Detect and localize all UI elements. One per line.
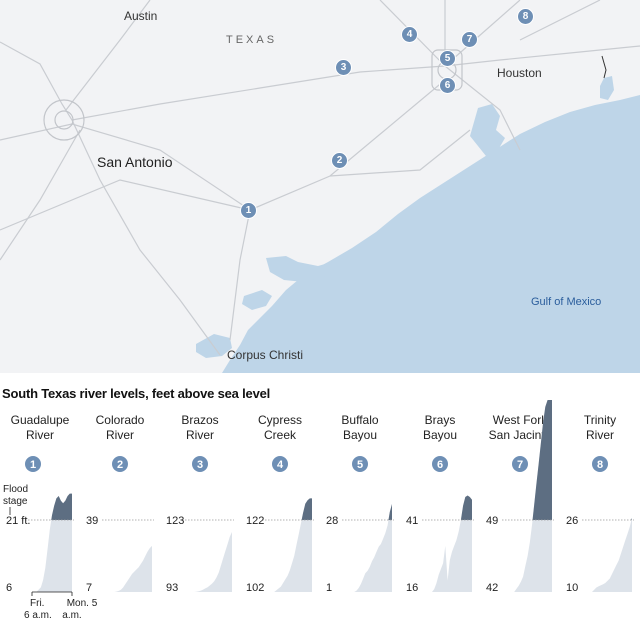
gauge-name-line-1: Buffalo — [341, 413, 378, 427]
map-state-label: TEXAS — [226, 34, 278, 46]
map-gauge-badge-3: 3 — [335, 59, 352, 76]
san-antonio-bay — [242, 290, 272, 310]
y-min-label: 6 — [6, 582, 12, 594]
above-flood-area — [51, 493, 72, 520]
gauge-name-line-2: River — [106, 428, 134, 442]
gauge-name-line-2: River — [586, 428, 614, 442]
gauge-badge-number: 5 — [357, 459, 363, 471]
gulf-water — [222, 95, 640, 373]
gauge-name-line-2: River — [186, 428, 214, 442]
gauge-badge-number: 6 — [437, 459, 443, 471]
gauge-name-line-1: Guadalupe — [11, 413, 70, 427]
highway-network — [0, 0, 640, 356]
gauge-name-line-2: Bayou — [343, 428, 377, 442]
flood-stage-label: 39 — [86, 515, 98, 527]
gauge-name-line-2: Creek — [264, 428, 297, 442]
gauge-badge-circle — [352, 456, 368, 472]
gauge-name-line-1: Brazos — [181, 413, 218, 427]
chart-title: South Texas river levels, feet above sea… — [2, 386, 271, 401]
flood-stage-label: 21 ft. — [6, 515, 30, 527]
map-gauge-badge-4: 4 — [401, 26, 418, 43]
river-level-area — [592, 517, 632, 592]
gauge-badge-number: 7 — [517, 459, 523, 471]
gauge-badge-circle — [592, 456, 608, 472]
above-flood-area — [460, 495, 472, 520]
gauge-badge-circle — [432, 456, 448, 472]
above-flood-area — [631, 517, 632, 520]
gauge-name-line-2: River — [26, 428, 54, 442]
gauge-badge-number: 4 — [277, 459, 284, 471]
y-min-label: 1 — [326, 582, 332, 594]
map-gauge-badge-1: 1 — [240, 202, 257, 219]
gauge-name-line-2: San Jacinto — [489, 428, 552, 442]
map-gauge-badge-5: 5 — [439, 50, 456, 67]
texas-coast-map — [0, 0, 640, 373]
matagorda-bay — [266, 256, 340, 282]
gauge-name-line-1: West Fork — [493, 413, 548, 427]
flood-stage-label: 26 — [566, 515, 578, 527]
y-min-label: 10 — [566, 582, 578, 594]
map-city-san-antonio: San Antonio — [97, 154, 173, 170]
x-axis-end-label-line-2: a.m. — [62, 610, 81, 621]
map-gauge-badge-7: 7 — [461, 31, 478, 48]
gauge-badge-number: 1 — [30, 459, 36, 471]
map-gauge-badge-2: 2 — [331, 152, 348, 169]
map-gauge-badge-8: 8 — [517, 8, 534, 25]
x-axis-start-label-line-1: Fri. — [30, 598, 44, 609]
map-city-austin: Austin — [124, 9, 158, 23]
y-min-label: 42 — [486, 582, 498, 594]
gauge-badge-number: 2 — [117, 459, 123, 471]
x-axis-end-label-line-1: Mon. 5 — [67, 598, 98, 609]
river-level-area — [352, 504, 392, 592]
gauge-badge-number: 8 — [597, 459, 603, 471]
x-axis-start-label-line-2: 6 a.m. — [24, 610, 52, 621]
gauge-name-line-1: Colorado — [96, 413, 145, 427]
state-border — [601, 55, 607, 79]
flood-stage-label: 123 — [166, 515, 184, 527]
y-min-label: 16 — [406, 582, 418, 594]
y-min-label: 102 — [246, 582, 264, 594]
map-water-label: Gulf of Mexico — [531, 296, 602, 308]
above-flood-area — [301, 498, 312, 520]
flood-stage-annotation-line-1: Flood — [3, 484, 28, 495]
river-level-area — [272, 498, 312, 592]
flood-stage-annotation-line-2: stage — [3, 496, 28, 507]
flood-stage-label: 122 — [246, 515, 264, 527]
gauge-name-line-1: Trinity — [584, 413, 616, 427]
gauge-badge-number: 3 — [197, 459, 203, 471]
gauge-badge-circle — [25, 456, 41, 472]
galveston-bay — [470, 104, 505, 156]
flood-stage-label: 41 — [406, 515, 418, 527]
above-flood-area — [388, 504, 392, 520]
gauge-badge-circle — [512, 456, 528, 472]
river-level-area — [112, 545, 152, 592]
gauge-badge-circle — [272, 456, 288, 472]
map-gauge-badge-6: 6 — [439, 77, 456, 94]
gauge-name-line-2: Bayou — [423, 428, 457, 442]
sabine-lake — [600, 76, 614, 100]
map-city-houston: Houston — [497, 66, 542, 80]
y-min-label: 93 — [166, 582, 178, 594]
map-city-corpus-christi: Corpus Christi — [227, 348, 304, 362]
gauge-badge-circle — [112, 456, 128, 472]
gauge-badge-circle — [192, 456, 208, 472]
y-min-label: 7 — [86, 582, 92, 594]
above-flood-area — [532, 400, 552, 520]
flood-stage-label: 28 — [326, 515, 338, 527]
gauge-name-line-1: Cypress — [258, 413, 302, 427]
river-level-area — [192, 532, 232, 592]
gauge-name-line-1: Brays — [425, 413, 456, 427]
flood-stage-label: 49 — [486, 515, 498, 527]
